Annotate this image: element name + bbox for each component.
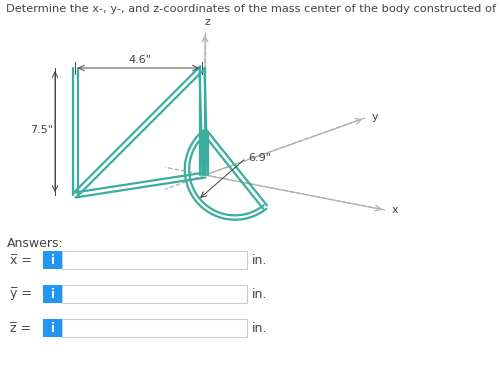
Text: z: z [204, 17, 210, 27]
Text: z̅ =: z̅ = [10, 321, 31, 335]
Bar [62, 319, 247, 337]
Text: in.: in. [252, 288, 268, 301]
Bar [43, 285, 62, 303]
Text: i: i [50, 253, 54, 266]
Text: x: x [392, 205, 398, 215]
Text: i: i [50, 321, 54, 335]
Text: 6.9": 6.9" [248, 153, 271, 163]
Text: 4.6": 4.6" [128, 55, 151, 65]
Text: Answers:: Answers: [7, 237, 64, 250]
Text: y: y [372, 112, 378, 122]
Text: 7.5": 7.5" [30, 125, 53, 135]
Bar [43, 251, 62, 269]
Bar [62, 251, 247, 269]
Text: in.: in. [252, 321, 268, 335]
Text: y̅ =: y̅ = [10, 288, 32, 301]
Bar [43, 319, 62, 337]
Text: i: i [50, 288, 54, 301]
Text: in.: in. [252, 253, 268, 266]
Bar [62, 285, 247, 303]
Text: x̅ =: x̅ = [10, 253, 32, 266]
Text: Determine the x-, y-, and z-coordinates of the mass center of the body construct: Determine the x-, y-, and z-coordinates … [6, 4, 500, 14]
